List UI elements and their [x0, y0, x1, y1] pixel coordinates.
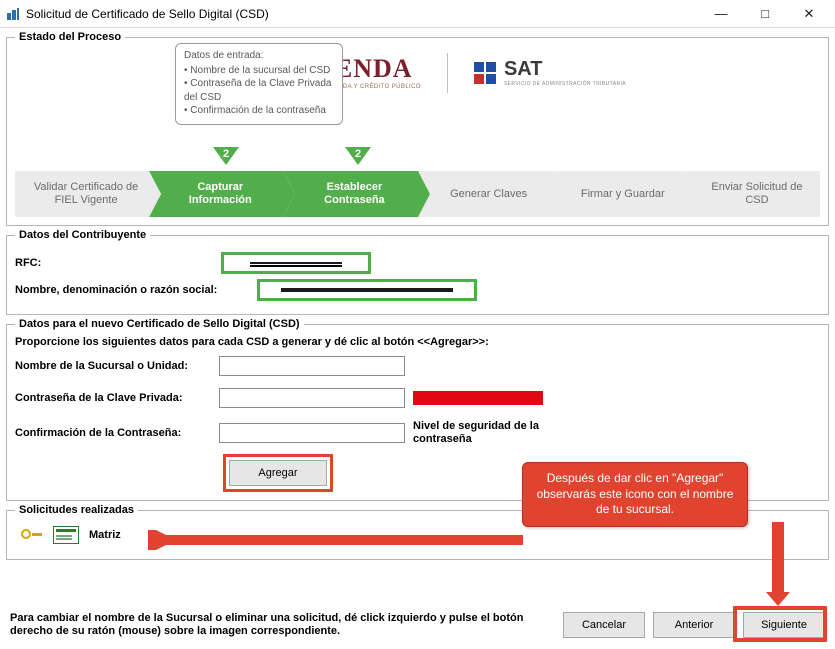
siguiente-button[interactable]: Siguiente	[743, 612, 825, 638]
step-establecer: Establecer Contraseña	[283, 171, 417, 217]
solicitudes-legend: Solicitudes realizadas	[15, 504, 138, 516]
close-button[interactable]: ✕	[787, 1, 831, 27]
step-generar: Generar Claves	[418, 171, 552, 217]
razon-value	[257, 279, 477, 301]
rfc-label: RFC:	[15, 257, 215, 269]
step-marker-icon: 2	[345, 147, 371, 165]
estado-legend: Estado del Proceso	[15, 31, 125, 43]
tooltip-line: • Contraseña de la Clave Privada del CSD	[184, 77, 334, 104]
step-firmar: Firmar y Guardar	[552, 171, 686, 217]
csd-legend: Datos para el nuevo Certificado de Sello…	[15, 318, 304, 330]
step-marker-icon: 2	[213, 147, 239, 165]
strength-bar	[413, 391, 543, 405]
footer: Para cambiar el nombre de la Sucursal o …	[0, 604, 835, 649]
estado-proceso-group: Estado del Proceso HACIENDA SECRETARÍA D…	[6, 31, 829, 226]
window-title: Solicitud de Certificado de Sello Digita…	[26, 7, 699, 21]
sucursal-input[interactable]	[219, 356, 405, 376]
confirm-input[interactable]	[219, 423, 405, 443]
contribuyente-group: Datos del Contribuyente RFC: Nombre, den…	[6, 229, 829, 315]
process-steps: 2 2 Validar Certificado de FIEL Vigente …	[15, 171, 820, 217]
entry-tooltip: Datos de entrada: • Nombre de la sucursa…	[175, 43, 343, 125]
minimize-button[interactable]: —	[699, 1, 743, 27]
seguridad-label: Nivel de seguridad de la contraseña	[413, 420, 563, 446]
annotation-callout: Después de dar clic en "Agregar" observa…	[522, 462, 748, 527]
contribuyente-legend: Datos del Contribuyente	[15, 229, 150, 241]
step-capturar: Capturar Información	[149, 171, 283, 217]
sat-logo: SAT SERVICIO DE ADMINISTRACIÓN TRIBUTARI…	[474, 59, 626, 87]
titlebar: Solicitud de Certificado de Sello Digita…	[0, 0, 835, 28]
confirm-label: Confirmación de la Contraseña:	[15, 427, 211, 439]
logo-row: HACIENDA SECRETARÍA DE HACIENDA Y CRÉDIT…	[15, 51, 820, 95]
sat-squares-icon	[474, 62, 496, 84]
maximize-button[interactable]: □	[743, 1, 787, 27]
certificate-icon	[53, 526, 79, 544]
razon-label: Nombre, denominación o razón social:	[15, 284, 251, 296]
app-icon	[6, 7, 20, 21]
step-enviar: Enviar Solicitud de CSD	[686, 171, 820, 217]
anterior-button[interactable]: Anterior	[653, 612, 735, 638]
rfc-value	[221, 252, 371, 274]
clave-label: Contraseña de la Clave Privada:	[15, 392, 211, 404]
annotation-arrow-down-icon	[764, 520, 792, 606]
tooltip-line: • Confirmación de la contraseña	[184, 104, 334, 118]
annotation-arrow-left-icon	[148, 530, 528, 550]
clave-input[interactable]	[219, 388, 405, 408]
tooltip-line: • Nombre de la sucursal del CSD	[184, 64, 334, 78]
footer-hint: Para cambiar el nombre de la Sucursal o …	[10, 612, 555, 640]
sat-subtitle: SERVICIO DE ADMINISTRACIÓN TRIBUTARIA	[504, 81, 626, 87]
cancelar-button[interactable]: Cancelar	[563, 612, 645, 638]
sat-wordmark: SAT	[504, 59, 626, 79]
csd-instruction: Proporcione los siguientes datos para ca…	[15, 336, 820, 348]
agregar-highlight: Agregar	[223, 454, 333, 492]
agregar-button[interactable]: Agregar	[229, 460, 327, 486]
solicitud-name: Matriz	[89, 529, 121, 541]
step-validar: Validar Certificado de FIEL Vigente	[15, 171, 149, 217]
tooltip-header: Datos de entrada:	[184, 49, 334, 63]
logo-divider	[447, 53, 448, 93]
key-icon	[21, 528, 43, 542]
sucursal-label: Nombre de la Sucursal o Unidad:	[15, 360, 211, 372]
